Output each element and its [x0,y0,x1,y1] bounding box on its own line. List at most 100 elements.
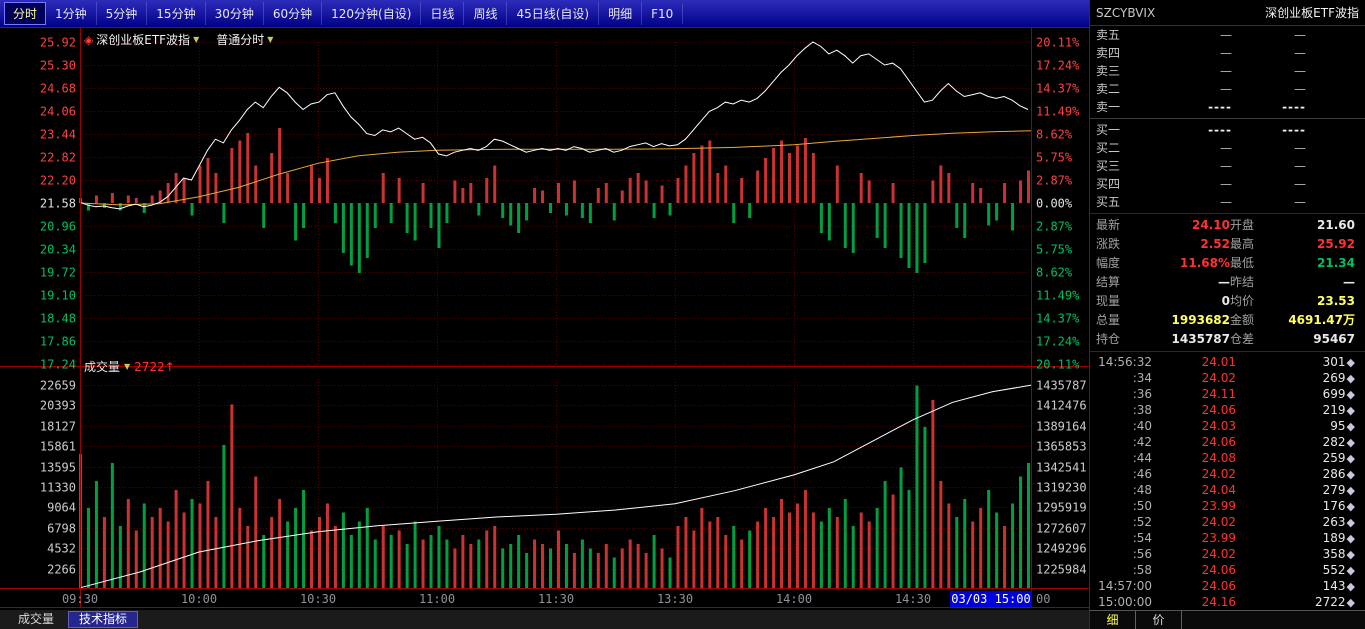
tick-row[interactable]: :52 24.02 263◆ [1090,514,1365,530]
menu-item-8[interactable]: 周线 [464,2,508,25]
ask-row[interactable]: 卖三 — — [1090,62,1365,80]
ask-volume: ---- [1282,100,1306,114]
tick-row[interactable]: 14:57:00 24.06 143◆ [1090,578,1365,594]
tick-time: :38 [1132,403,1152,417]
ask-row[interactable]: 卖五 — — [1090,26,1365,44]
stat-row: 总量 1993682 金额 4691.47万 [1090,311,1365,330]
quote-stats: 最新 24.10 开盘 21.60 涨跌 2.52 最高 25.92 幅度 11.68% 最低 21.… [1090,216,1365,349]
tick-row[interactable]: :42 24.06 282◆ [1090,434,1365,450]
tick-row[interactable]: :44 24.08 259◆ [1090,450,1365,466]
ask-label: 卖五 [1096,28,1121,42]
tick-row[interactable]: :50 23.99 176◆ [1090,498,1365,514]
chart-mode[interactable]: 普通分时 [216,33,265,47]
ask-volume: — [1294,64,1306,78]
menu-item-9[interactable]: 45日线(自设) [507,2,600,25]
tick-row[interactable]: :46 24.02 286◆ [1090,466,1365,482]
tick-time: 14:56:32 [1098,355,1152,369]
up-arrow-icon: ↑ [164,359,175,374]
bid-row[interactable]: 买五 — — [1090,193,1365,211]
ask-row[interactable]: 卖一 ---- ---- [1090,98,1365,116]
tick-volume: 269◆ [1322,371,1355,385]
ask-price: ---- [1208,100,1232,114]
chevron-down-icon[interactable]: ▼ [193,35,200,44]
stat-value: 25.92 [1317,237,1355,251]
trade-mark-icon: ◆ [1346,500,1355,513]
ask-row[interactable]: 卖四 — — [1090,44,1365,62]
stat-value: 23.53 [1317,294,1355,308]
trade-mark-icon: ◆ [1346,564,1355,577]
chart-symbol-name[interactable]: 深创业板ETF波指 [96,33,191,47]
tick-row[interactable]: :36 24.11 699◆ [1090,386,1365,402]
bid-row[interactable]: 买一 ---- ---- [1090,121,1365,139]
svg-text:14:30: 14:30 [895,592,931,606]
svg-text:14:00: 14:00 [776,592,812,606]
tick-row[interactable]: 15:00:00 24.16 2722◆ [1090,594,1365,610]
svg-text:20.96: 20.96 [40,220,76,234]
svg-text:15861: 15861 [40,440,76,454]
menu-item-0[interactable]: 分时 [4,2,47,25]
bid-price: — [1220,141,1232,155]
tick-row[interactable]: :38 24.06 219◆ [1090,402,1365,418]
menu-item-5[interactable]: 60分钟 [264,2,323,25]
tick-list: 14:56:32 24.01 301◆:34 24.02 269◆:36 24.11 699… [1090,354,1365,610]
bottom-tab-1[interactable]: 技术指标 [68,611,139,628]
tick-row[interactable]: :58 24.06 552◆ [1090,562,1365,578]
tick-time: 15:00:00 [1098,595,1152,609]
svg-text:4532: 4532 [47,542,76,556]
bid-row[interactable]: 买三 — — [1090,157,1365,175]
ask-row[interactable]: 卖二 — — [1090,80,1365,98]
tick-row[interactable]: :48 24.04 279◆ [1090,482,1365,498]
svg-text:11.49%: 11.49% [1036,289,1080,303]
tick-price: 24.06 [1201,563,1236,577]
svg-text:0.00%: 0.00% [1036,197,1073,211]
tick-volume: 143◆ [1322,579,1355,593]
intraday-chart[interactable]: 25.92 20.11% 25.30 17.24% 24.68 14.37% 24.06 11… [0,27,1089,610]
bid-price: — [1220,159,1232,173]
menu-item-4[interactable]: 30分钟 [206,2,264,25]
tick-time: :40 [1132,419,1152,433]
svg-text:11330: 11330 [40,481,76,495]
bottom-tab-0[interactable]: 成交量 [18,612,55,626]
tick-tab-1[interactable]: 价 [1136,611,1182,629]
svg-text:23.44: 23.44 [40,128,76,142]
stat-label: 涨跌 [1096,237,1121,251]
chart-header: ◈ 深创业板ETF波指 ▼ 普通分时 ▼ [84,31,273,48]
menu-item-11[interactable]: F10 [642,3,684,24]
tick-row[interactable]: :40 24.03 95◆ [1090,418,1365,434]
menu-item-1[interactable]: 1分钟 [46,2,97,25]
bid-row[interactable]: 买四 — — [1090,175,1365,193]
volume-pane-label[interactable]: 成交量 [84,360,121,374]
tick-row[interactable]: :54 23.99 189◆ [1090,530,1365,546]
tick-row[interactable]: :56 24.02 358◆ [1090,546,1365,562]
svg-text:03/03 15:00: 03/03 15:00 [951,592,1030,606]
bid-levels: 买一 ---- ---- 买二 — — 买三 — — 买四 — — 买五 — — [1090,121,1365,211]
bid-price: — [1220,177,1232,191]
series-lines [79,41,1033,589]
menu-item-7[interactable]: 日线 [421,2,465,25]
tick-tab-0[interactable]: 细 [1090,611,1136,629]
chevron-down-icon[interactable]: ▼ [124,362,131,371]
tick-row[interactable]: 14:56:32 24.01 301◆ [1090,354,1365,370]
bid-row[interactable]: 买二 — — [1090,139,1365,157]
tick-row[interactable]: :34 24.02 269◆ [1090,370,1365,386]
menu-item-10[interactable]: 明细 [599,2,643,25]
menu-item-6[interactable]: 120分钟(自设) [322,2,422,25]
volume-pane-header: 成交量 ▼ 2722↑ [84,358,175,375]
svg-text:5.75%: 5.75% [1036,151,1073,165]
stat-row: 涨跌 2.52 最高 25.92 [1090,235,1365,254]
pane-tabs-bar: 成交量 技术指标 [0,610,1089,629]
svg-text:6798: 6798 [47,522,76,536]
svg-text:17.24%: 17.24% [1036,59,1080,73]
svg-text:11:30: 11:30 [538,592,574,606]
tick-time: :52 [1132,515,1152,529]
svg-text:14.37%: 14.37% [1036,82,1080,96]
ask-price: — [1220,46,1232,60]
menu-item-2[interactable]: 5分钟 [97,2,148,25]
tick-price: 24.01 [1201,355,1236,369]
ask-price: — [1220,28,1232,42]
menu-item-3[interactable]: 15分钟 [147,2,206,25]
tick-time: :36 [1132,387,1152,401]
chevron-down-icon[interactable]: ▼ [267,35,274,44]
bid-ask-divider [1090,118,1365,119]
chart-region: 25.92 20.11% 25.30 17.24% 24.68 14.37% 24.06 11… [0,27,1089,610]
